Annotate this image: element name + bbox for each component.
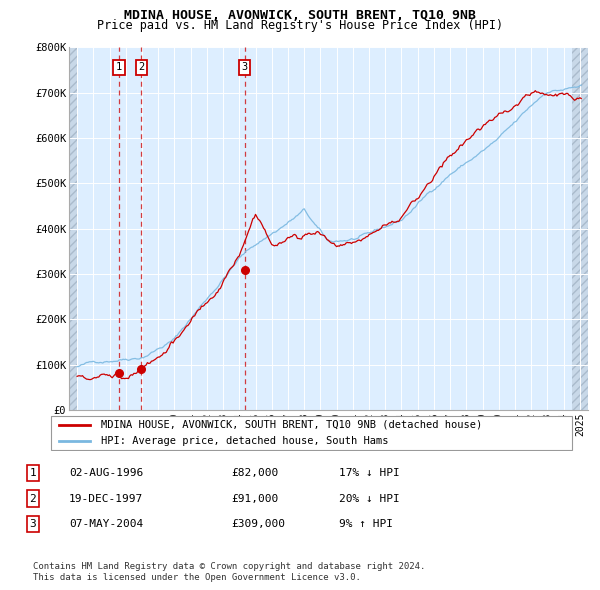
Bar: [572, 47, 588, 410]
Text: HPI: Average price, detached house, South Hams: HPI: Average price, detached house, Sout…: [101, 437, 388, 447]
FancyBboxPatch shape: [50, 416, 572, 450]
Text: £82,000: £82,000: [231, 468, 278, 478]
Bar: [69, 47, 77, 410]
Text: 07-MAY-2004: 07-MAY-2004: [69, 519, 143, 529]
Text: MDINA HOUSE, AVONWICK, SOUTH BRENT, TQ10 9NB (detached house): MDINA HOUSE, AVONWICK, SOUTH BRENT, TQ10…: [101, 419, 482, 430]
Text: 1: 1: [29, 468, 37, 478]
Text: 3: 3: [29, 519, 37, 529]
Text: £91,000: £91,000: [231, 494, 278, 503]
Text: Contains HM Land Registry data © Crown copyright and database right 2024.: Contains HM Land Registry data © Crown c…: [33, 562, 425, 571]
Text: 17% ↓ HPI: 17% ↓ HPI: [339, 468, 400, 478]
Text: 1: 1: [116, 62, 122, 72]
Text: 2: 2: [138, 62, 145, 72]
Text: 9% ↑ HPI: 9% ↑ HPI: [339, 519, 393, 529]
Text: £309,000: £309,000: [231, 519, 285, 529]
Text: MDINA HOUSE, AVONWICK, SOUTH BRENT, TQ10 9NB: MDINA HOUSE, AVONWICK, SOUTH BRENT, TQ10…: [124, 9, 476, 22]
Text: This data is licensed under the Open Government Licence v3.0.: This data is licensed under the Open Gov…: [33, 572, 361, 582]
Text: 19-DEC-1997: 19-DEC-1997: [69, 494, 143, 503]
Text: 20% ↓ HPI: 20% ↓ HPI: [339, 494, 400, 503]
Text: 02-AUG-1996: 02-AUG-1996: [69, 468, 143, 478]
Text: Price paid vs. HM Land Registry's House Price Index (HPI): Price paid vs. HM Land Registry's House …: [97, 19, 503, 32]
Text: 2: 2: [29, 494, 37, 503]
Text: 3: 3: [242, 62, 248, 72]
